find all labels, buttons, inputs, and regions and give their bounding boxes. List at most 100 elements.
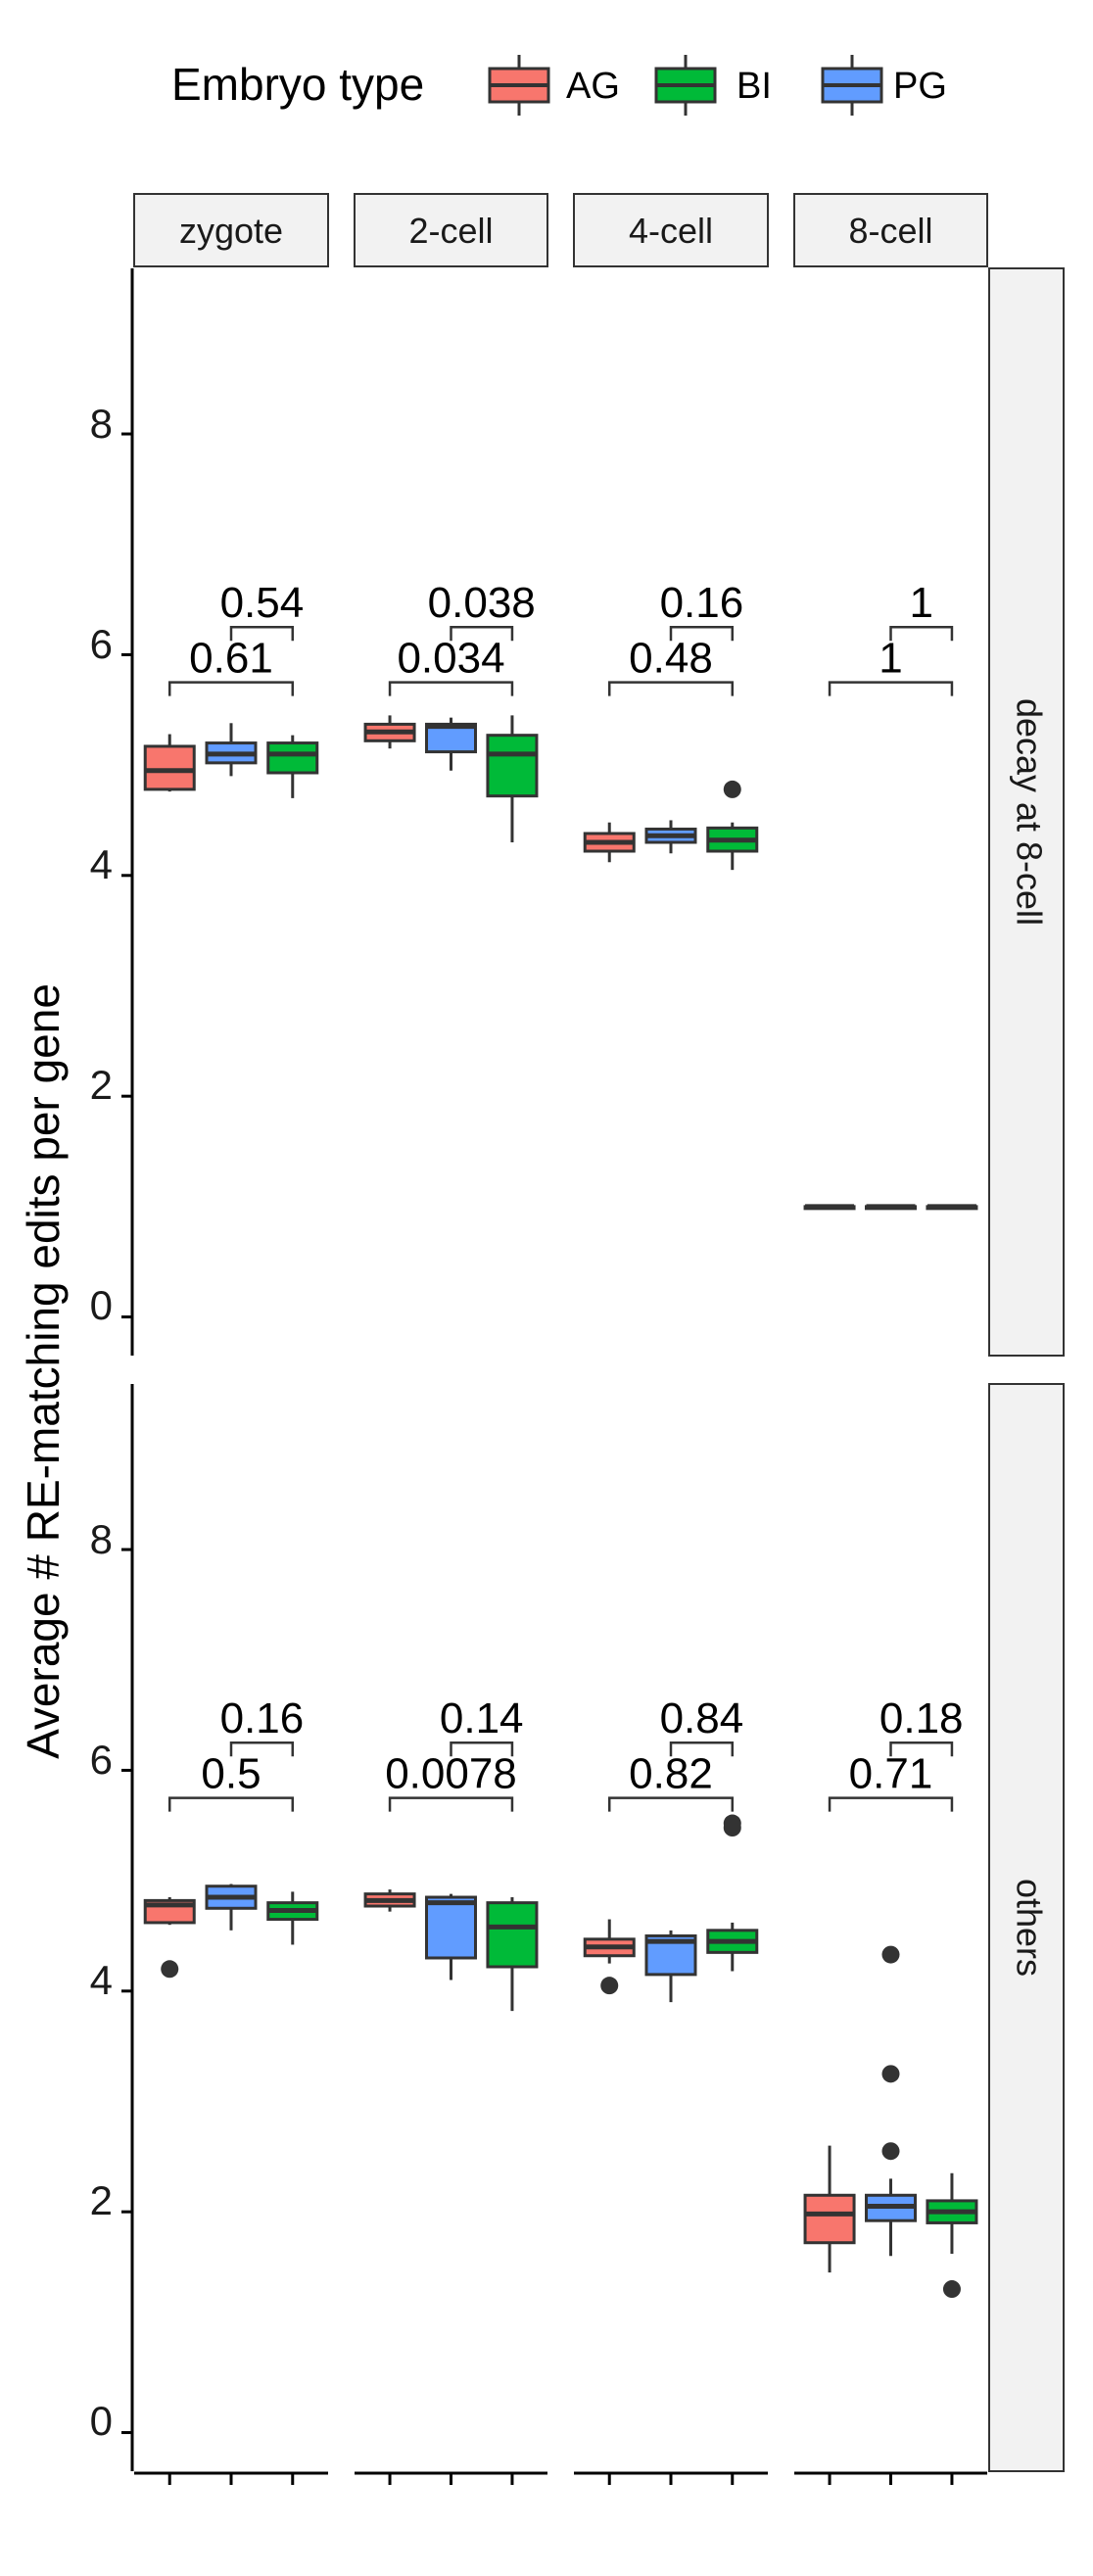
box-body <box>143 744 196 791</box>
comparison-bracket: 1 <box>828 635 954 696</box>
outlier-point <box>881 1945 900 1964</box>
p-value-label: 0.71 <box>849 1750 933 1798</box>
p-value-label: 0.5 <box>201 1750 261 1798</box>
p-value-label: 0.48 <box>629 635 713 683</box>
comparison-bracket: 0.14 <box>440 1694 524 1757</box>
bracket-line <box>388 681 514 696</box>
box-pg <box>205 723 258 777</box>
box-pg <box>865 1945 917 2257</box>
box-body <box>266 741 319 775</box>
panel-decay-8-cell: 11 <box>803 579 978 1211</box>
comparison-bracket: 1 <box>889 579 954 642</box>
p-value-label: 0.16 <box>220 1694 305 1742</box>
p-value-label: 0.18 <box>879 1694 964 1742</box>
outlier-point <box>942 2280 961 2299</box>
column-strip-8-cell: 8-cell <box>793 193 988 267</box>
box-ag <box>583 822 636 863</box>
comparison-bracket: 0.034 <box>388 635 514 696</box>
panel-others-zygote: 0.5 0.16 <box>143 1694 319 1979</box>
y-tick-label-top-8: 8 <box>90 401 113 447</box>
box-bi <box>926 2172 978 2299</box>
outlier-point <box>723 780 741 798</box>
panel-decay-4-cell: 0.48 0.16 <box>583 579 759 871</box>
panel-others-4-cell: 0.82 0.84 <box>583 1694 759 2003</box>
bracket-line <box>388 1796 514 1812</box>
bracket-line <box>889 625 954 642</box>
box-ag <box>583 1919 636 1995</box>
box-body <box>486 1901 539 1969</box>
comparison-bracket: 0.61 <box>167 635 295 696</box>
y-tick-label-top-2: 2 <box>90 1062 113 1108</box>
y-tick-label-bottom-8: 8 <box>90 1516 113 1562</box>
box-bi <box>926 1204 978 1211</box>
box-pg <box>644 820 697 854</box>
y-tick-label-top-4: 4 <box>90 841 113 887</box>
box-bi <box>706 1814 759 1972</box>
p-value-label: 0.16 <box>660 579 744 627</box>
box-ag <box>803 2145 856 2273</box>
box-bi <box>486 715 539 842</box>
outlier-point <box>161 1960 179 1979</box>
strip-label-decay: decay at 8-cell <box>1009 698 1049 926</box>
p-value-label: 0.0078 <box>385 1750 517 1798</box>
y-tick-label-top-0: 0 <box>90 1282 113 1328</box>
p-value-label: 0.038 <box>428 579 536 627</box>
box-body <box>425 1895 477 1960</box>
column-strip-4-cell: 4-cell <box>573 193 769 267</box>
box-bi <box>486 1897 539 2012</box>
bracket-line <box>167 681 295 696</box>
legend-label-ag: AG <box>566 66 620 107</box>
box-pg <box>205 1884 258 1931</box>
panel-decay-2-cell: 0.034 0.038 <box>363 579 539 842</box>
p-value-label: 0.14 <box>440 1694 524 1742</box>
legend-key-pg <box>821 55 883 116</box>
p-value-label: 1 <box>909 579 932 627</box>
p-value-label: 0.61 <box>189 635 273 683</box>
bracket-line <box>607 681 735 696</box>
strip-label-8-cell: 8-cell <box>848 211 932 251</box>
plot-marks: 0.61 0.54 0.034 0.038 0.48 0.16 11 0.5 0.16 0.007… <box>121 432 987 2485</box>
bracket-line <box>167 1796 295 1812</box>
box-body <box>486 734 539 798</box>
box-pg <box>425 1893 477 1980</box>
bracket-line <box>889 1741 954 1757</box>
comparison-bracket: 0.54 <box>220 579 304 642</box>
legend-label-bi: BI <box>737 66 772 107</box>
panel-others-8-cell: 0.71 0.18 <box>803 1694 978 2299</box>
box-body <box>803 2193 856 2245</box>
box-pg <box>425 717 477 771</box>
outlier-point <box>600 1977 619 1995</box>
bracket-line <box>450 1741 514 1757</box>
box-ag <box>803 1204 856 1211</box>
comparison-bracket: 0.5 <box>167 1750 295 1812</box>
box-bi <box>706 780 759 871</box>
bracket-line <box>607 1796 735 1812</box>
panel-others-2-cell: 0.0078 0.14 <box>363 1694 539 2012</box>
bracket-line <box>669 1741 735 1757</box>
p-value-label: 0.034 <box>397 635 504 683</box>
y-tick-label-bottom-6: 6 <box>90 1737 113 1783</box>
bracket-line <box>229 1741 295 1757</box>
bracket-line <box>828 1796 954 1812</box>
bracket-line <box>450 625 514 642</box>
box-ag <box>363 1889 416 1912</box>
panel-decay-zygote: 0.61 0.54 <box>143 579 319 798</box>
p-value-label: 0.84 <box>660 1694 744 1742</box>
y-tick-label-bottom-2: 2 <box>90 2177 113 2223</box>
column-strip-2-cell: 2-cell <box>354 193 548 267</box>
comparison-bracket: 0.038 <box>428 579 536 642</box>
y-tick-label-bottom-4: 4 <box>90 1957 113 2003</box>
comparison-bracket: 0.16 <box>220 1694 305 1757</box>
box-ag <box>363 715 416 749</box>
row-strip-others: others <box>988 1383 1065 2472</box>
box-ag <box>143 734 196 792</box>
column-strip-zygote: zygote <box>133 193 329 267</box>
y-axis-title: Average # RE-matching edits per gene <box>18 983 69 1759</box>
comparison-bracket: 0.16 <box>660 579 744 642</box>
y-tick-label-bottom-0: 0 <box>90 2398 113 2444</box>
box-bi <box>266 735 319 798</box>
outlier-point <box>881 2065 900 2083</box>
y-tick-labels-top: 0 2 4 6 8 <box>90 401 113 1328</box>
legend-key-bi <box>654 55 717 116</box>
